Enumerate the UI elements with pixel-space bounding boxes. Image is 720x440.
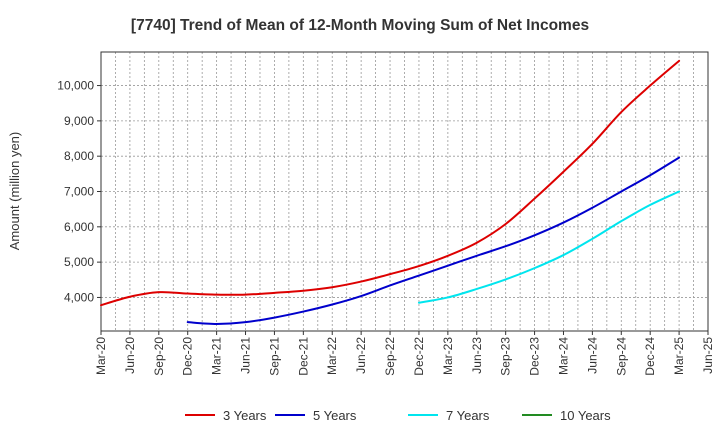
x-tick-label: Mar-21 [210, 337, 224, 375]
x-tick-label: Dec-21 [296, 337, 310, 376]
x-tick-label: Jun-24 [585, 337, 599, 374]
series-line-7-years [417, 190, 681, 304]
y-tick-label: 4,000 [64, 290, 94, 304]
legend-label-10-years: 10 Years [560, 408, 611, 423]
legend-label-5-years: 5 Years [313, 408, 357, 423]
x-tick-label: Sep-21 [267, 337, 281, 376]
y-tick-label: 9,000 [64, 114, 94, 128]
x-tick-label: Mar-22 [325, 337, 339, 375]
x-tick-label: Sep-23 [499, 337, 513, 376]
x-tick-label: Dec-23 [528, 337, 542, 376]
x-tick-label: Dec-20 [181, 337, 195, 376]
grid [101, 52, 708, 331]
y-axis-label: Amount (million yen) [7, 132, 22, 251]
x-tick-label: Sep-22 [383, 337, 397, 376]
series-line-3-years [100, 59, 681, 307]
y-tick-label: 7,000 [64, 185, 94, 199]
x-tick-label: Mar-24 [556, 337, 570, 375]
x-tick-label: Jun-22 [354, 337, 368, 374]
chart-title: [7740] Trend of Mean of 12-Month Moving … [131, 17, 589, 34]
legend: 3 Years 5 Years 7 Years 10 Years [185, 408, 611, 423]
x-tick-label: Dec-24 [643, 337, 657, 376]
x-tick-label: Mar-25 [672, 337, 686, 375]
y-tick-label: 5,000 [64, 255, 94, 269]
x-tick-label: Mar-20 [94, 337, 108, 375]
x-tick-label: Jun-23 [470, 337, 484, 374]
y-tick-label: 10,000 [57, 79, 94, 93]
x-tick-label: Mar-23 [441, 337, 455, 375]
x-tick-label: Sep-20 [152, 337, 166, 376]
x-axis-ticks: Mar-20 Jun-20 Sep-20 Dec-20 Mar-21 Jun-21 Sep-… [94, 331, 715, 376]
x-tick-label: Jun-21 [239, 337, 253, 374]
legend-label-3-years: 3 Years [223, 408, 267, 423]
x-tick-label: Sep-24 [614, 337, 628, 376]
x-tick-label: Jun-20 [123, 337, 137, 374]
x-tick-label: Dec-22 [412, 337, 426, 376]
legend-label-7-years: 7 Years [446, 408, 490, 423]
series-line-5-years [186, 156, 681, 325]
y-tick-label: 8,000 [64, 149, 94, 163]
x-tick-label: Jun-25 [701, 337, 715, 374]
y-axis-ticks: 4,000 5,000 6,000 7,000 8,000 9,000 10,000 [57, 79, 101, 304]
series-lines [100, 59, 681, 325]
y-tick-label: 6,000 [64, 220, 94, 234]
